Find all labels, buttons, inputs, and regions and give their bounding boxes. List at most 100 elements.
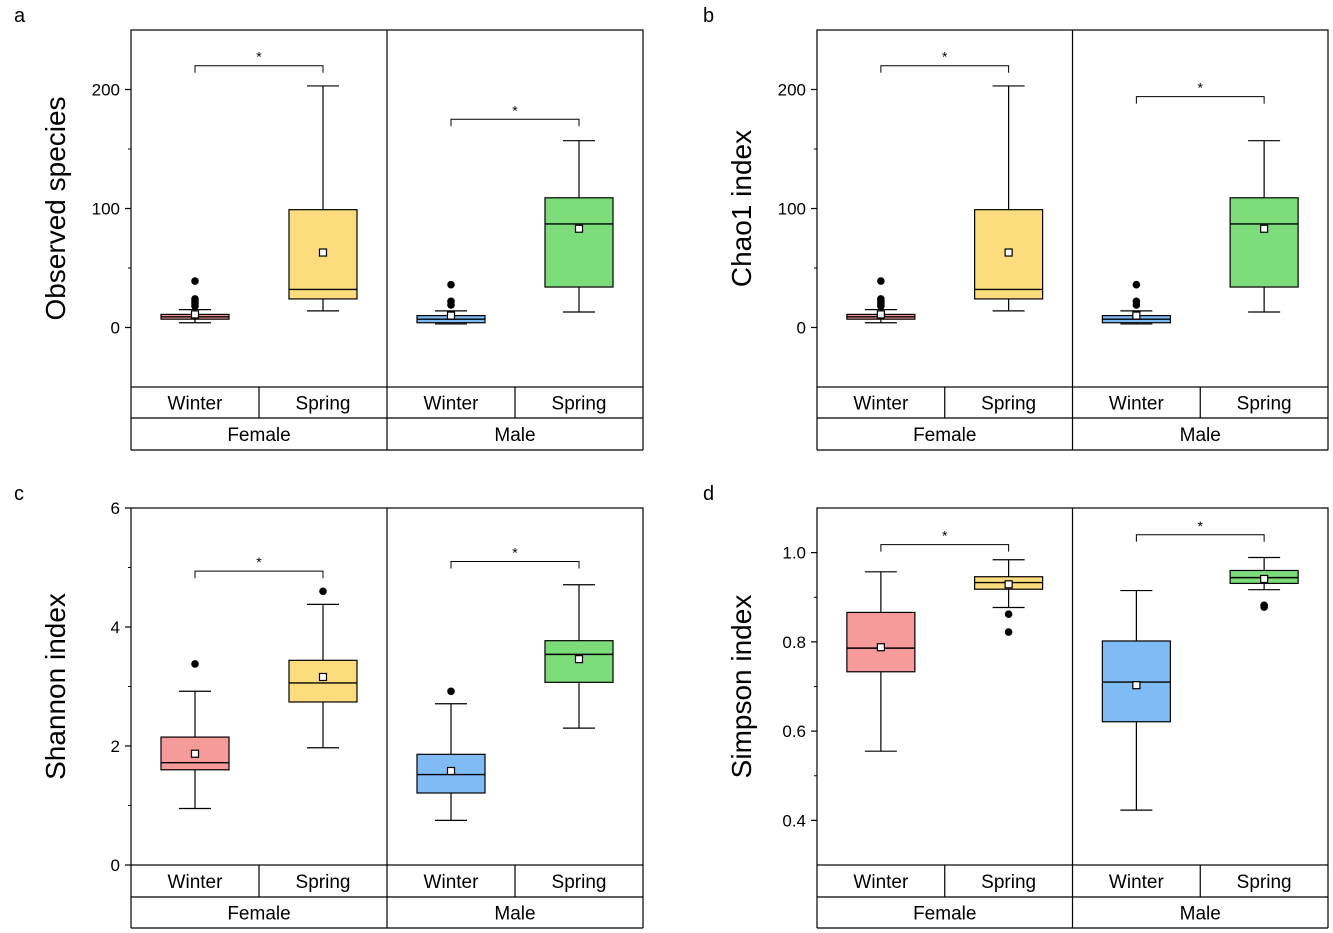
season-label: Spring [1237, 872, 1292, 893]
box-male-spring [1229, 140, 1299, 313]
significance-bracket [1135, 96, 1265, 104]
significance-bracket [880, 65, 1010, 73]
panel-a: a Winter Spring Winter Spring Female Male 0 100 2… [14, 5, 644, 451]
box-female-winter [846, 277, 916, 324]
significance-star: * [512, 545, 518, 561]
mean-marker [1004, 248, 1013, 257]
mean-marker [1132, 681, 1141, 690]
outlier-point [447, 687, 455, 696]
outlier-point [1004, 610, 1013, 619]
iqr-box [846, 611, 916, 673]
y-tick-label: 200 [778, 81, 806, 100]
group-label: Female [913, 904, 976, 925]
y-tick-label: 0.8 [782, 633, 806, 652]
y-tick-label: 0.4 [782, 811, 806, 830]
y-tick-label: 4 [111, 618, 120, 637]
season-label: Spring [552, 872, 607, 893]
season-label: Winter [168, 872, 224, 893]
box-male-spring [1229, 556, 1299, 611]
season-label: Winter [424, 872, 480, 893]
outlier-point [1132, 297, 1141, 306]
panel-letter: d [703, 483, 714, 505]
season-label: Spring [981, 872, 1036, 893]
box-male-winter [1101, 280, 1171, 325]
outlier-point [877, 277, 885, 285]
mean-marker [574, 655, 584, 664]
iqr-box [544, 197, 614, 288]
mean-marker [1132, 311, 1141, 320]
box-male-winter [1101, 589, 1171, 811]
outlier-point [191, 660, 199, 668]
mean-marker [446, 766, 456, 776]
y-tick-label: 0 [111, 856, 120, 875]
significance-bracket [880, 544, 1010, 552]
y-tick-label: 100 [778, 200, 806, 219]
season-label: Spring [1237, 394, 1292, 415]
mean-marker [190, 749, 200, 758]
y-tick-label: 100 [92, 200, 120, 219]
group-label: Male [1180, 904, 1221, 925]
box-female-winter [160, 660, 230, 810]
mean-marker [876, 643, 885, 652]
season-label: Spring [981, 394, 1036, 415]
season-label: Winter [1109, 394, 1165, 415]
season-label: Spring [296, 394, 351, 415]
significance-bracket [194, 570, 324, 579]
y-tick-label: 0.6 [782, 722, 806, 741]
season-label: Winter [853, 394, 909, 415]
y-axis-label: Shannon index [40, 593, 71, 780]
box-male-spring [544, 584, 614, 729]
group-label: Female [227, 904, 290, 925]
mean-marker [876, 310, 885, 319]
panel-letter: b [703, 5, 714, 27]
significance-bracket [194, 65, 324, 73]
outlier-point [447, 280, 455, 289]
mean-marker [1260, 224, 1269, 233]
outlier-point [191, 295, 199, 303]
box-female-spring [288, 587, 358, 749]
significance-bracket [1135, 534, 1265, 542]
box-male-winter [416, 687, 486, 821]
outlier-point [447, 297, 455, 306]
box-male-winter [416, 280, 486, 325]
group-label: Male [1180, 425, 1221, 446]
season-label: Spring [296, 872, 351, 893]
significance-bracket [450, 561, 580, 569]
season-label: Winter [853, 872, 909, 893]
mean-marker [190, 310, 200, 319]
y-axis-label: Observed species [40, 96, 71, 320]
group-label: Female [227, 425, 290, 446]
y-tick-label: 0 [111, 319, 120, 338]
y-tick-label: 200 [92, 81, 120, 100]
mean-marker [574, 224, 584, 233]
box-male-spring [544, 140, 614, 313]
mean-marker [1004, 580, 1013, 589]
mean-marker [318, 672, 328, 682]
box-female-spring [974, 85, 1044, 312]
iqr-box [1229, 197, 1299, 288]
y-tick-label: 6 [111, 499, 120, 518]
significance-bracket [450, 118, 580, 127]
group-label: Male [494, 904, 535, 925]
box-female-spring [288, 85, 358, 312]
y-axis-label: Chao1 index [726, 130, 757, 287]
season-label: Winter [424, 394, 480, 415]
outlier-point [1260, 603, 1268, 611]
outlier-point [1004, 628, 1013, 636]
box-female-winter [160, 277, 230, 324]
panel-c: c Winter Spring Winter Spring Female Male 0 2 4 6 S… [14, 483, 644, 929]
y-axis-label: Simpson index [726, 595, 757, 779]
mean-marker [318, 248, 328, 257]
significance-star: * [942, 49, 948, 65]
mean-marker [1260, 574, 1269, 584]
significance-star: * [1198, 518, 1204, 534]
y-tick-label: 0 [797, 319, 806, 338]
group-label: Male [494, 425, 535, 446]
outlier-point [191, 277, 199, 285]
outlier-point [877, 295, 885, 303]
season-label: Spring [552, 394, 607, 415]
box-female-spring [974, 559, 1044, 636]
